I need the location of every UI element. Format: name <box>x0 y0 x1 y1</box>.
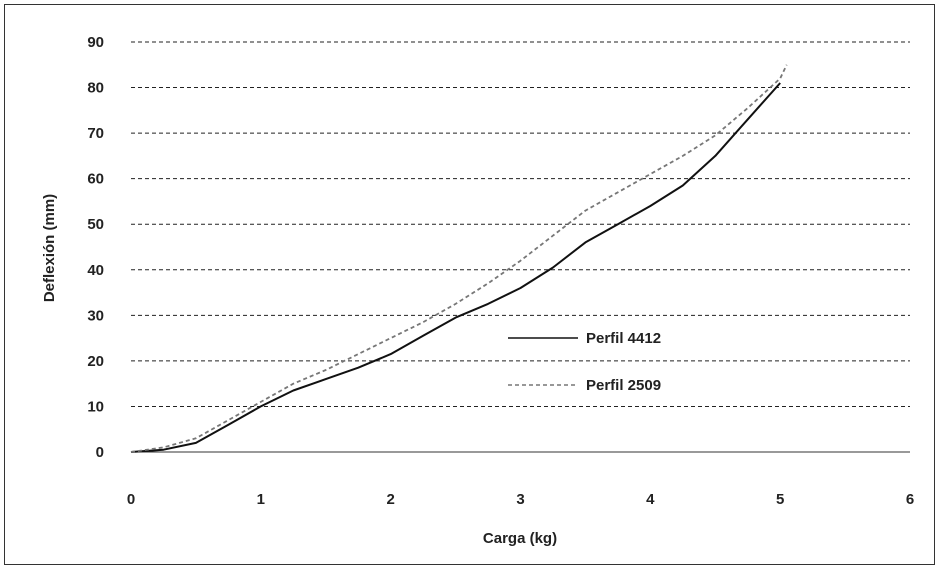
legend-label-perfil-2509: Perfil 2509 <box>586 377 661 394</box>
x-tick-label: 3 <box>516 491 524 508</box>
x-tick-label: 2 <box>386 491 394 508</box>
x-tick-label: 4 <box>646 491 655 508</box>
y-tick-label: 40 <box>87 262 104 279</box>
series-line-perfil-4412 <box>130 82 781 453</box>
y-axis-label: Deflexión (mm) <box>41 194 58 302</box>
y-tick-label: 30 <box>87 307 104 324</box>
y-tick-label: 10 <box>87 398 104 415</box>
x-tick-label: 0 <box>127 491 135 508</box>
y-tick-label: 50 <box>87 216 104 233</box>
x-tick-label: 1 <box>257 491 265 508</box>
x-tick-label: 6 <box>906 491 914 508</box>
y-tick-label: 60 <box>87 171 104 188</box>
y-tick-labels: 0 10 20 30 40 50 60 70 80 90 <box>87 34 104 461</box>
x-tick-label: 5 <box>776 491 784 508</box>
legend-label-perfil-4412: Perfil 4412 <box>586 330 661 347</box>
x-tick-labels: 0 1 2 3 4 5 6 <box>127 491 914 508</box>
series-line-perfil-2509 <box>130 64 788 453</box>
y-tick-label: 0 <box>96 444 104 461</box>
grid-lines <box>131 41 910 407</box>
legend: Perfil 4412 Perfil 2509 <box>508 330 661 394</box>
y-tick-label: 90 <box>87 34 104 51</box>
chart-frame <box>4 4 935 565</box>
y-tick-label: 80 <box>87 80 104 97</box>
y-tick-label: 20 <box>87 353 104 370</box>
y-tick-label: 70 <box>87 125 104 142</box>
x-axis-label: Carga (kg) <box>483 530 557 547</box>
series-lines <box>130 64 788 453</box>
